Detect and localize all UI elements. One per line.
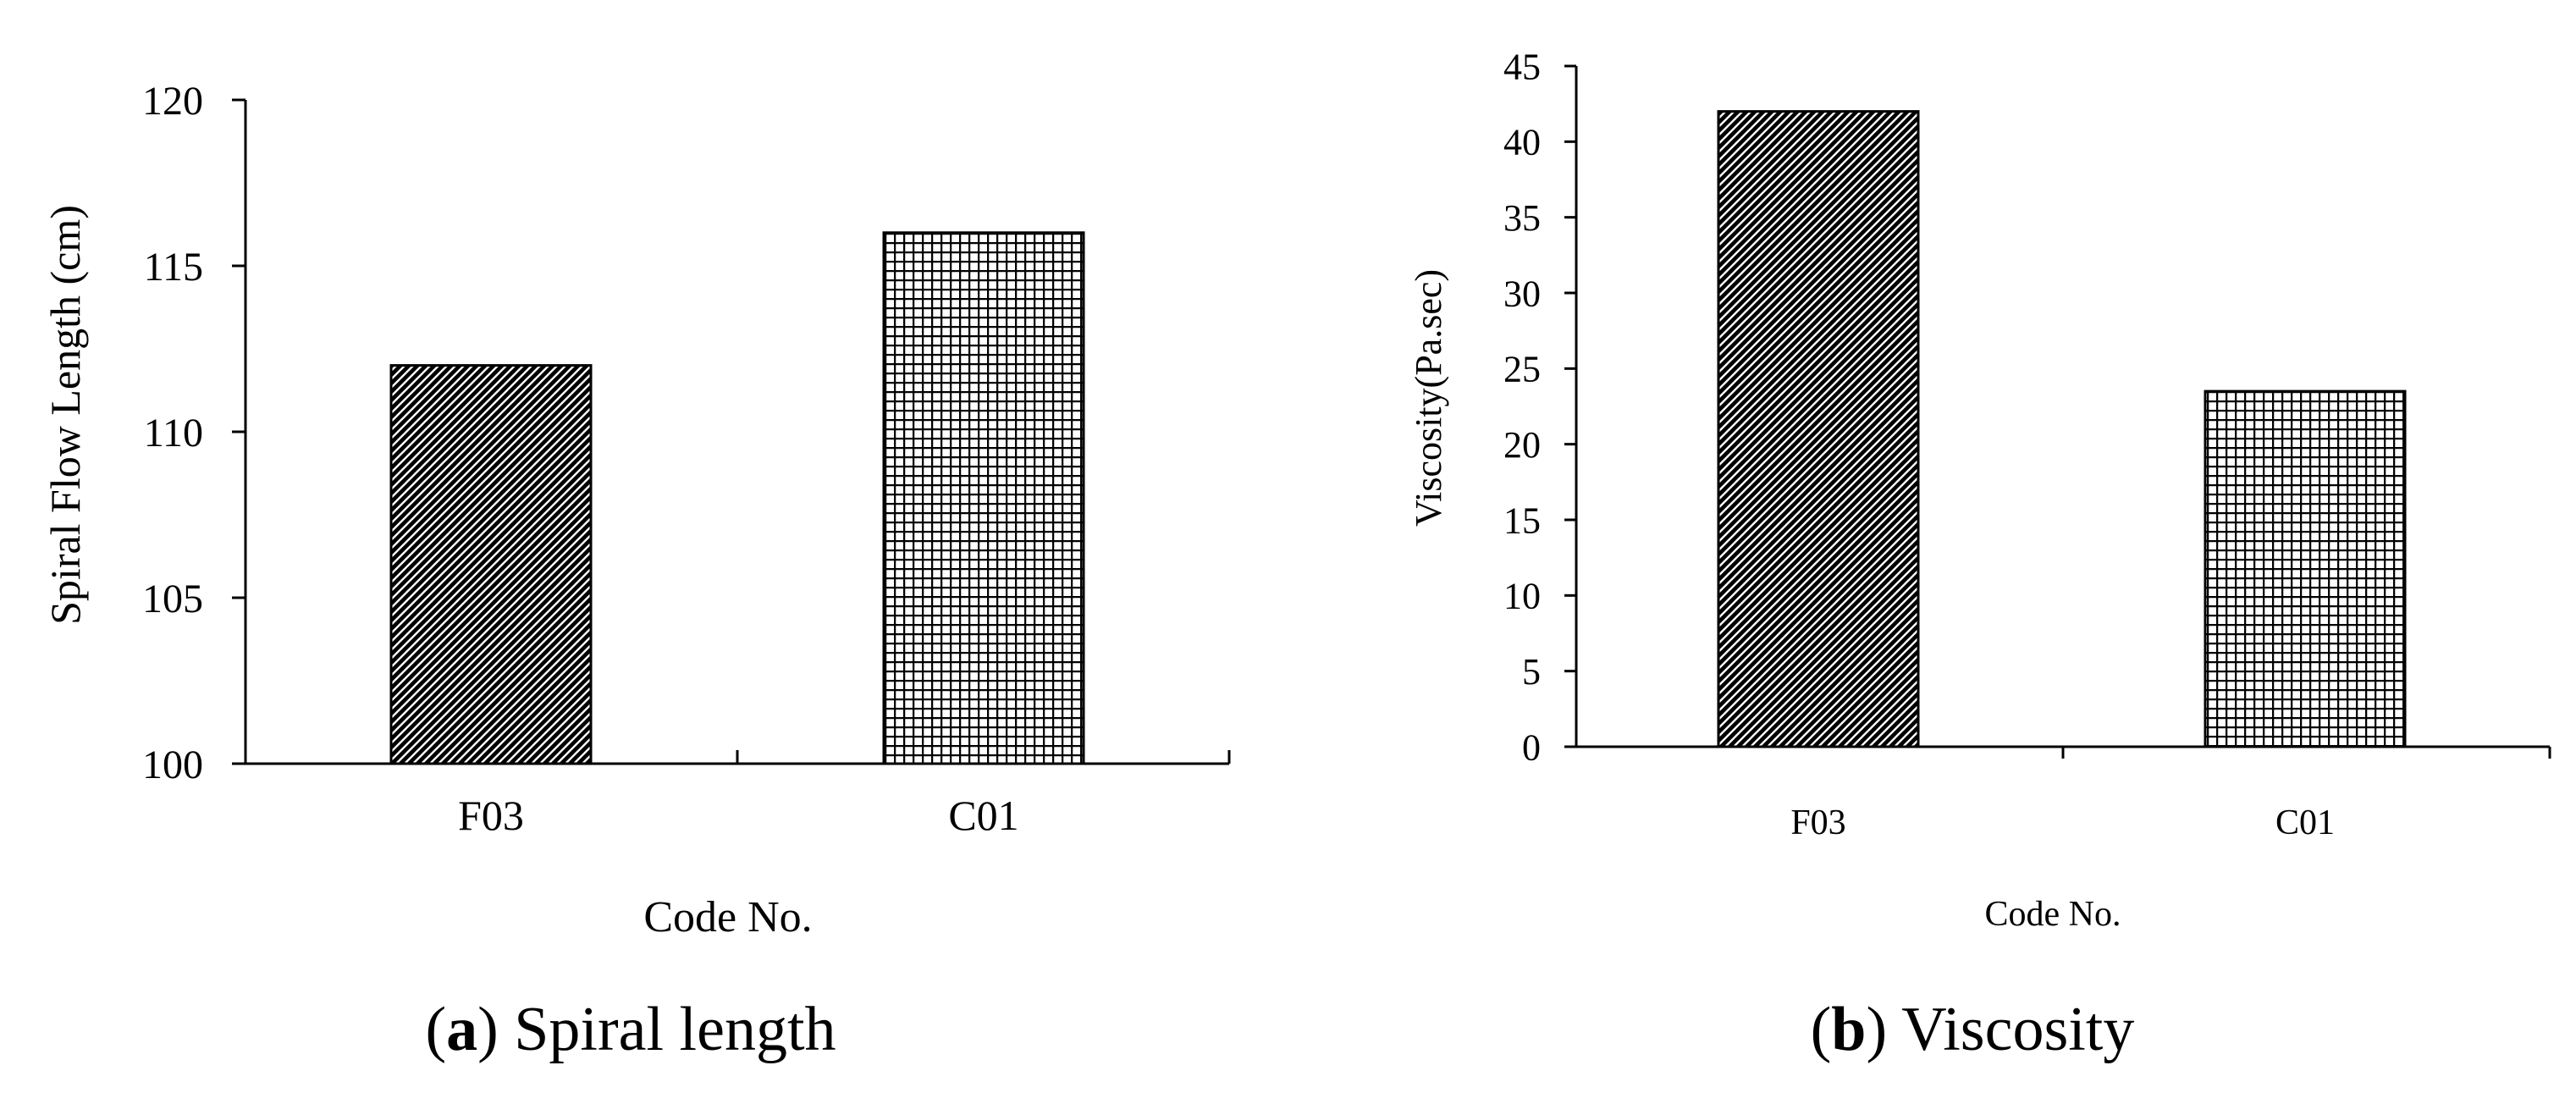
caption-text-b: Viscosity	[1901, 995, 2134, 1064]
bars-b	[1717, 110, 2407, 748]
y-tick-label-b-0: 0	[1522, 726, 1541, 768]
chart-panel-a: 100 105 110 115 120 F03 C01 Code No. Spiral …	[41, 79, 1231, 1064]
caption-letter-b: b	[1831, 995, 1866, 1064]
y-tick-label-a-100: 100	[142, 742, 203, 787]
y-tick-label-b-5: 5	[1522, 651, 1541, 693]
chart-panel-b: 0 5 10 15 20 25 30 35 40 45 F03 C01 Code No. Visc…	[1408, 46, 2551, 1064]
bar-b-f03	[1717, 110, 1920, 748]
x-tick-label-b-0: F03	[1790, 803, 1845, 842]
y-ticks-a: 100 105 110 115 120	[142, 79, 245, 787]
x-tick-label-a-0: F03	[458, 792, 524, 839]
bar-a-f03	[389, 364, 593, 765]
bar-b-c01	[2204, 389, 2407, 748]
x-tick-label-a-1: C01	[948, 792, 1018, 839]
y-tick-label-b-35: 35	[1503, 197, 1541, 239]
y-tick-label-b-10: 10	[1503, 576, 1541, 617]
x-axis-b	[1576, 745, 2551, 759]
x-axis-title-b: Code No.	[1985, 895, 2121, 934]
x-tick-label-b-1: C01	[2275, 803, 2335, 842]
caption-a: (a) Spiral length	[425, 995, 836, 1064]
y-tick-label-a-105: 105	[142, 577, 203, 621]
bar-a-c01	[882, 231, 1085, 765]
y-tick-label-b-40: 40	[1503, 122, 1541, 163]
x-axis-title-a: Code No.	[643, 893, 812, 941]
caption-letter-a: a	[446, 995, 477, 1064]
y-tick-label-b-15: 15	[1503, 500, 1541, 541]
y-tick-label-a-115: 115	[144, 245, 203, 290]
y-tick-label-b-45: 45	[1503, 46, 1541, 87]
y-tick-label-a-120: 120	[142, 79, 203, 124]
y-axis-title-a: Spiral Flow Length (cm)	[41, 205, 89, 625]
y-ticks-b: 0 5 10 15 20 25 30 35 40 45	[1503, 46, 1576, 768]
y-tick-label-b-20: 20	[1503, 424, 1541, 466]
y-tick-label-a-110: 110	[144, 411, 203, 455]
y-tick-label-b-25: 25	[1503, 349, 1541, 390]
bars-a	[389, 231, 1085, 765]
caption-b: (b) Viscosity	[1811, 995, 2135, 1064]
y-axis-title-b: Viscosity(Pa.sec)	[1408, 269, 1449, 527]
y-tick-label-b-30: 30	[1503, 273, 1541, 314]
caption-text-a: Spiral length	[514, 995, 836, 1064]
